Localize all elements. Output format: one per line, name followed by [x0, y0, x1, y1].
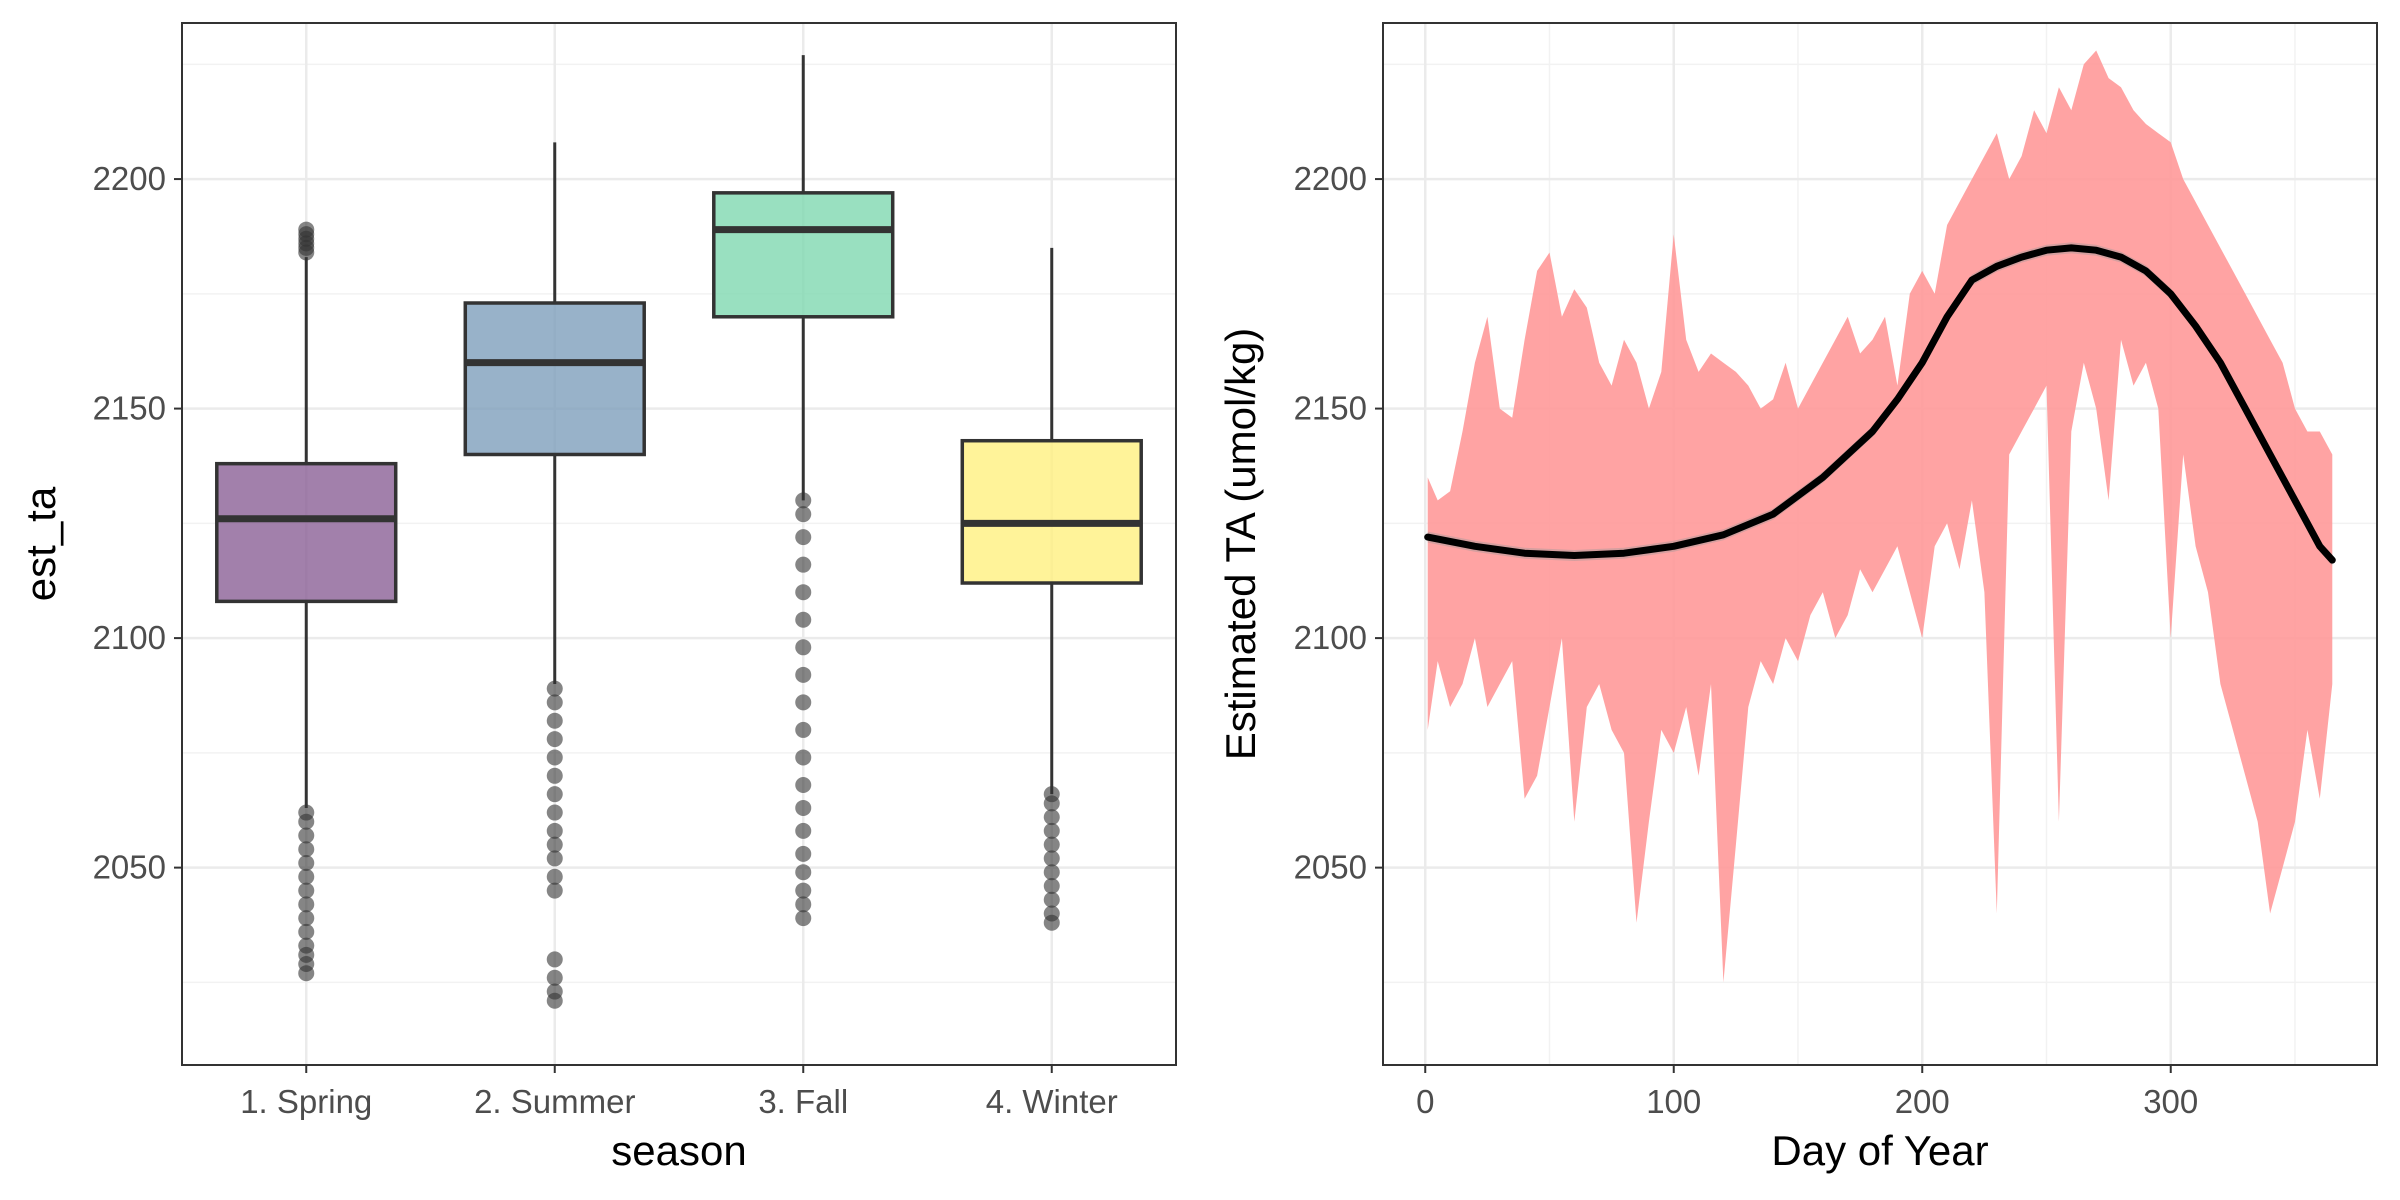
box-iqr — [712, 191, 895, 319]
box-outlier-point — [795, 666, 812, 683]
box-outlier-point — [795, 864, 812, 881]
box-outlier-point — [546, 983, 563, 1000]
box-2 — [463, 142, 646, 1009]
timeseries-panel-border — [1382, 22, 2378, 1066]
timeseries-y-tick-label: 2150 — [1294, 390, 1367, 427]
box-4 — [960, 247, 1143, 931]
boxplot-y-ticks: 2050 2100 2150 2200 — [93, 160, 182, 886]
box-outlier-point — [546, 850, 563, 867]
box-outlier-point — [298, 937, 315, 954]
box-outlier-point — [795, 749, 812, 766]
box-outlier-point — [298, 221, 315, 238]
timeseries-x-axis-title: Day of Year — [1771, 1127, 1988, 1174]
box-outlier-point — [546, 804, 563, 821]
box-outlier-point — [795, 639, 812, 656]
box-outlier-point — [1043, 850, 1060, 867]
timeseries-x-tick-label: 200 — [1895, 1083, 1950, 1120]
box-outlier-point — [546, 882, 563, 899]
boxplot-x-tick-label: 4. Winter — [986, 1083, 1118, 1120]
boxplot-y-tick-label: 2100 — [93, 619, 166, 656]
box-outlier-point — [795, 694, 812, 711]
box-outlier-point — [795, 611, 812, 628]
box-outlier-point — [795, 721, 812, 738]
box-outlier-point — [795, 910, 812, 927]
timeseries-y-axis-title: Estimated TA (umol/kg) — [1217, 328, 1264, 761]
box-outlier-point — [1043, 905, 1060, 922]
boxplot-y-tick-label: 2050 — [93, 849, 166, 886]
box-outlier-point — [795, 492, 812, 509]
boxplot-data-layer — [215, 55, 1143, 1009]
boxplot-x-ticks: 1. Spring 2. Summer 3. Fall 4. Winter — [240, 1065, 1118, 1120]
boxplot-x-axis-title: season — [611, 1127, 746, 1174]
box-outlier-point — [298, 868, 315, 885]
range-ribbon — [1427, 50, 2333, 983]
box-outlier-point — [546, 868, 563, 885]
box-outlier-point — [298, 804, 315, 821]
timeseries-y-ticks: 2050 2100 2150 2200 — [1294, 160, 1383, 886]
box-outlier-point — [546, 680, 563, 697]
box-outlier-point — [795, 529, 812, 546]
timeseries-x-tick-label: 300 — [2143, 1083, 2198, 1120]
boxplot-x-tick-label: 1. Spring — [240, 1083, 372, 1120]
box-outlier-point — [795, 799, 812, 816]
box-outlier-point — [298, 827, 315, 844]
timeseries-y-tick-label: 2100 — [1294, 619, 1367, 656]
box-outlier-point — [298, 855, 315, 872]
box-iqr — [215, 461, 398, 604]
box-outlier-point — [298, 923, 315, 940]
box-outlier-point — [795, 822, 812, 839]
boxplot-y-axis-title: est_ta — [17, 486, 64, 601]
boxplot-y-tick-label: 2150 — [93, 390, 166, 427]
box-outlier-point — [546, 951, 563, 968]
box-outlier-point — [795, 584, 812, 601]
box-outlier-point — [298, 910, 315, 927]
timeseries-data-layer — [1424, 50, 2336, 983]
box-outlier-point — [546, 786, 563, 803]
box-outlier-point — [546, 767, 563, 784]
box-outlier-point — [546, 731, 563, 748]
box-outlier-point — [546, 969, 563, 986]
box-outlier-point — [1043, 809, 1060, 826]
box-outlier-point — [1043, 877, 1060, 894]
box-outlier-point — [795, 776, 812, 793]
box-outlier-point — [1043, 836, 1060, 853]
box-3 — [712, 55, 895, 927]
timeseries-x-tick-label: 100 — [1646, 1083, 1701, 1120]
box-outlier-point — [1043, 891, 1060, 908]
box-outlier-point — [546, 694, 563, 711]
timeseries-y-tick-label: 2200 — [1294, 160, 1367, 197]
box-outlier-point — [546, 836, 563, 853]
boxplot-x-tick-label: 2. Summer — [474, 1083, 635, 1120]
box-outlier-point — [1043, 864, 1060, 881]
box-1 — [215, 221, 398, 982]
box-outlier-point — [546, 712, 563, 729]
box-outlier-point — [795, 882, 812, 899]
box-outlier-point — [1043, 786, 1060, 803]
box-outlier-point — [546, 822, 563, 839]
box-outlier-point — [298, 882, 315, 899]
box-iqr — [960, 438, 1143, 585]
box-outlier-point — [298, 841, 315, 858]
box-outlier-point — [298, 896, 315, 913]
boxplot-panel: 2050 2100 2150 2200 1. Spring 2. Summer 3. Fa… — [17, 22, 1177, 1174]
boxplot-x-tick-label: 3. Fall — [758, 1083, 848, 1120]
box-outlier-point — [1043, 822, 1060, 839]
box-outlier-point — [795, 506, 812, 523]
timeseries-x-ticks: 0 100 200 300 — [1416, 1065, 2198, 1120]
box-outlier-point — [795, 845, 812, 862]
box-iqr — [463, 301, 646, 457]
smooth-trend-line — [1424, 244, 2336, 564]
box-outlier-point — [795, 556, 812, 573]
box-outlier-point — [795, 896, 812, 913]
timeseries-y-tick-label: 2050 — [1294, 849, 1367, 886]
timeseries-x-tick-label: 0 — [1416, 1083, 1434, 1120]
boxplot-panel-border — [181, 22, 1177, 1066]
boxplot-y-tick-label: 2200 — [93, 160, 166, 197]
box-outlier-point — [546, 749, 563, 766]
